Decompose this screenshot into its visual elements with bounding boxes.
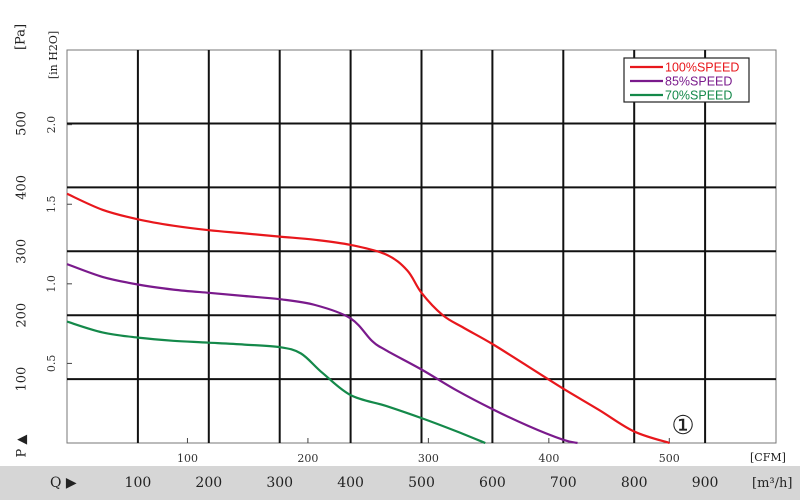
cfm-tick-label: 300 [418,452,439,465]
inh2o-tick-label: 2.0 [45,116,58,134]
m3h-tick-label: 500 [408,475,435,491]
m3h-tick-label: 200 [195,475,222,491]
series-line-100-speed [66,192,670,445]
q-axis-label: Q ▶ [50,475,77,491]
legend-label: 70%SPEED [665,89,732,103]
series-line-85-speed [66,263,578,445]
pa-tick-label: 100 [15,367,30,392]
pa-tick-label: 400 [15,175,30,200]
pa-tick-label: 200 [15,303,30,328]
cfm-tick-label: 100 [177,452,198,465]
cfm-tick-label: 200 [297,452,318,465]
pa-tick-label: 500 [15,111,30,136]
inh2o-tick-label: 0.5 [45,355,58,373]
cfm-tick-label: 400 [538,452,559,465]
m3h-unit-label: [m³/h] [752,476,792,491]
cfm-tick-label: 500 [659,452,680,465]
series-line-70-speed [66,320,486,445]
m3h-tick-label: 600 [479,475,506,491]
legend-label: 85%SPEED [665,75,732,89]
inh2o-tick-label: 1.5 [45,195,58,213]
m3h-tick-label: 900 [692,475,719,491]
inh2o-unit-label: [in H2O] [47,31,60,79]
legend-label: 100%SPEED [665,61,739,75]
m3h-tick-label: 400 [337,475,364,491]
p-axis-label: P ▲ [15,435,30,458]
series-layer [66,192,670,445]
curve-marker: ① [671,411,694,441]
grid [66,49,777,444]
m3h-tick-label: 700 [550,475,577,491]
axis-strip [0,466,800,500]
cfm-unit-label: [CFM] [750,451,786,464]
pa-tick-label: 300 [15,239,30,264]
inh2o-tick-label: 1.0 [45,275,58,293]
m3h-tick-label: 100 [125,475,152,491]
pa-unit-label: [Pa] [14,24,29,50]
m3h-tick-label: 300 [266,475,293,491]
axis-labels: 100 200 300 400 500 600 700 800 900 100 200 300 400 5… [15,111,719,491]
m3h-tick-label: 800 [621,475,648,491]
